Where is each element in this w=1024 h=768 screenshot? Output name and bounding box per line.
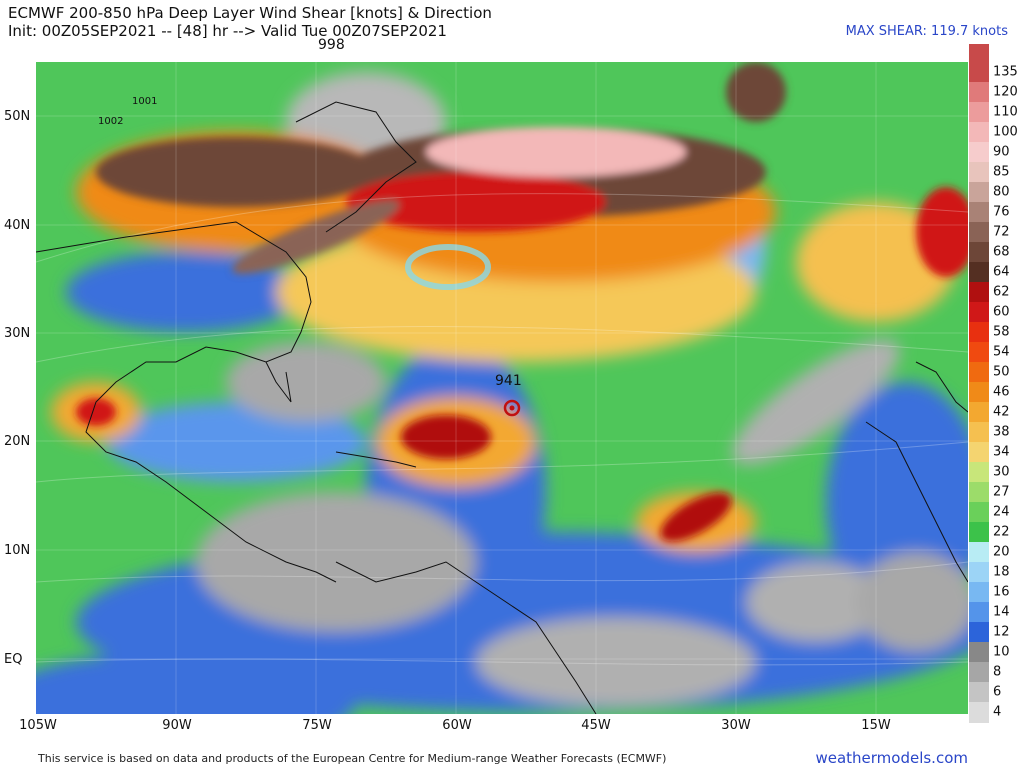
colorbar-tick-label: 8 (993, 664, 1002, 680)
colorbar-swatch (969, 142, 989, 163)
colorbar-tick-label: 64 (993, 264, 1010, 280)
colorbar-tick-label: 50 (993, 364, 1010, 380)
lon-label-60w: 60W (442, 718, 472, 733)
colorbar-swatch (969, 242, 989, 263)
lon-label-45w: 45W (581, 718, 611, 733)
graticule (36, 62, 968, 714)
colorbar-tick-label: 68 (993, 244, 1010, 260)
colorbar-tick-label: 22 (993, 524, 1010, 540)
colorbar-swatch (969, 342, 989, 363)
colorbar-tick-label: 38 (993, 424, 1010, 440)
colorbar-swatch (969, 642, 989, 663)
colorbar-tick-label: 10 (993, 644, 1010, 660)
colorbar-tick-label: 18 (993, 564, 1010, 580)
colorbar-swatch (969, 202, 989, 223)
colorbar-swatch (969, 542, 989, 563)
shear-colorbar: 135 120 110 100 90 85 80 76 72 68 64 62 60 58 54 50 46 42… (969, 44, 1018, 723)
max-shear-label: MAX SHEAR: 119.7 knots (845, 24, 1008, 39)
lat-label-20n: 20N (4, 434, 31, 449)
colorbar-swatch (969, 582, 989, 603)
colorbar-tick-label: 76 (993, 204, 1010, 220)
pressure-label-941: 941 (495, 373, 522, 389)
coastlines (36, 101, 968, 714)
storm-marker (503, 399, 521, 417)
lat-label-10n: 10N (4, 543, 31, 558)
colorbar-swatch-top (969, 44, 989, 62)
colorbar-tick-label: 60 (993, 304, 1010, 320)
lat-label-50n: 50N (4, 109, 31, 124)
colorbar-swatch (969, 222, 989, 243)
colorbar-swatch (969, 402, 989, 423)
colorbar-swatch (969, 322, 989, 343)
colorbar-tick-label: 62 (993, 284, 1010, 300)
colorbar-swatch (969, 462, 989, 483)
colorbar-tick-label: 85 (993, 164, 1010, 180)
map-canvas (36, 62, 968, 714)
colorbar-swatch (969, 422, 989, 443)
pressure-label-998: 998 (318, 37, 345, 53)
colorbar-tick-label: 110 (993, 104, 1018, 120)
lon-label-30w: 30W (721, 718, 751, 733)
map-subtitle: Init: 00Z05SEP2021 -- [48] hr --> Valid … (8, 22, 447, 40)
lon-label-105w: 105W (19, 718, 57, 733)
lat-label-30n: 30N (4, 326, 31, 341)
lon-label-15w: 15W (861, 718, 891, 733)
footer-credit: This service is based on data and produc… (38, 752, 667, 765)
colorbar-tick-label: 30 (993, 464, 1010, 480)
colorbar-swatch (969, 62, 989, 83)
colorbar-tick-label: 54 (993, 344, 1010, 360)
colorbar-tick-label: 90 (993, 144, 1010, 160)
colorbar-tick-label: 16 (993, 584, 1010, 600)
lat-label-eq: EQ (4, 652, 23, 667)
colorbar-tick-label: 46 (993, 384, 1010, 400)
colorbar-tick-label: 42 (993, 404, 1010, 420)
pressure-label-1001: 1001 (132, 96, 158, 107)
colorbar-swatch (969, 382, 989, 403)
colorbar-tick-label: 58 (993, 324, 1010, 340)
colorbar-tick-label: 14 (993, 604, 1010, 620)
colorbar-tick-label: 6 (993, 684, 1002, 700)
colorbar-swatch (969, 182, 989, 203)
colorbar-tick-label: 72 (993, 224, 1010, 240)
brand-link[interactable]: weathermodels.com (815, 749, 968, 767)
map-title: ECMWF 200-850 hPa Deep Layer Wind Shear … (8, 4, 492, 22)
colorbar-tick-label: 12 (993, 624, 1010, 640)
colorbar-swatch (969, 442, 989, 463)
colorbar-swatch (969, 622, 989, 643)
colorbar-swatch (969, 162, 989, 183)
colorbar-tick-label: 100 (993, 124, 1018, 140)
wind-shear-map (36, 62, 968, 714)
colorbar-swatch (969, 602, 989, 623)
colorbar-tick-label: 24 (993, 504, 1010, 520)
lon-label-90w: 90W (162, 718, 192, 733)
colorbar-swatch (969, 82, 989, 103)
colorbar-swatch (969, 502, 989, 523)
colorbar-swatch (969, 362, 989, 383)
lon-label-75w: 75W (302, 718, 332, 733)
colorbar-tick-label: 20 (993, 544, 1010, 560)
colorbar-swatch (969, 122, 989, 143)
colorbar-swatch (969, 662, 989, 683)
colorbar-swatch (969, 282, 989, 303)
pressure-label-1002: 1002 (98, 116, 124, 127)
colorbar-tick-label: 4 (993, 704, 1002, 720)
colorbar-swatch (969, 482, 989, 503)
lat-label-40n: 40N (4, 218, 31, 233)
colorbar-swatch (969, 562, 989, 583)
colorbar-swatch (969, 522, 989, 543)
colorbar-swatch (969, 702, 989, 723)
colorbar-swatch (969, 262, 989, 283)
colorbar-tick-label: 80 (993, 184, 1010, 200)
colorbar-tick-label: 34 (993, 444, 1010, 460)
colorbar-tick-label: 120 (993, 84, 1018, 100)
colorbar-swatch (969, 102, 989, 123)
colorbar-tick-label: 27 (993, 484, 1010, 500)
colorbar-swatch (969, 682, 989, 703)
eddy-ring (405, 244, 491, 290)
colorbar-swatch (969, 302, 989, 323)
colorbar-tick-label: 135 (993, 64, 1018, 80)
